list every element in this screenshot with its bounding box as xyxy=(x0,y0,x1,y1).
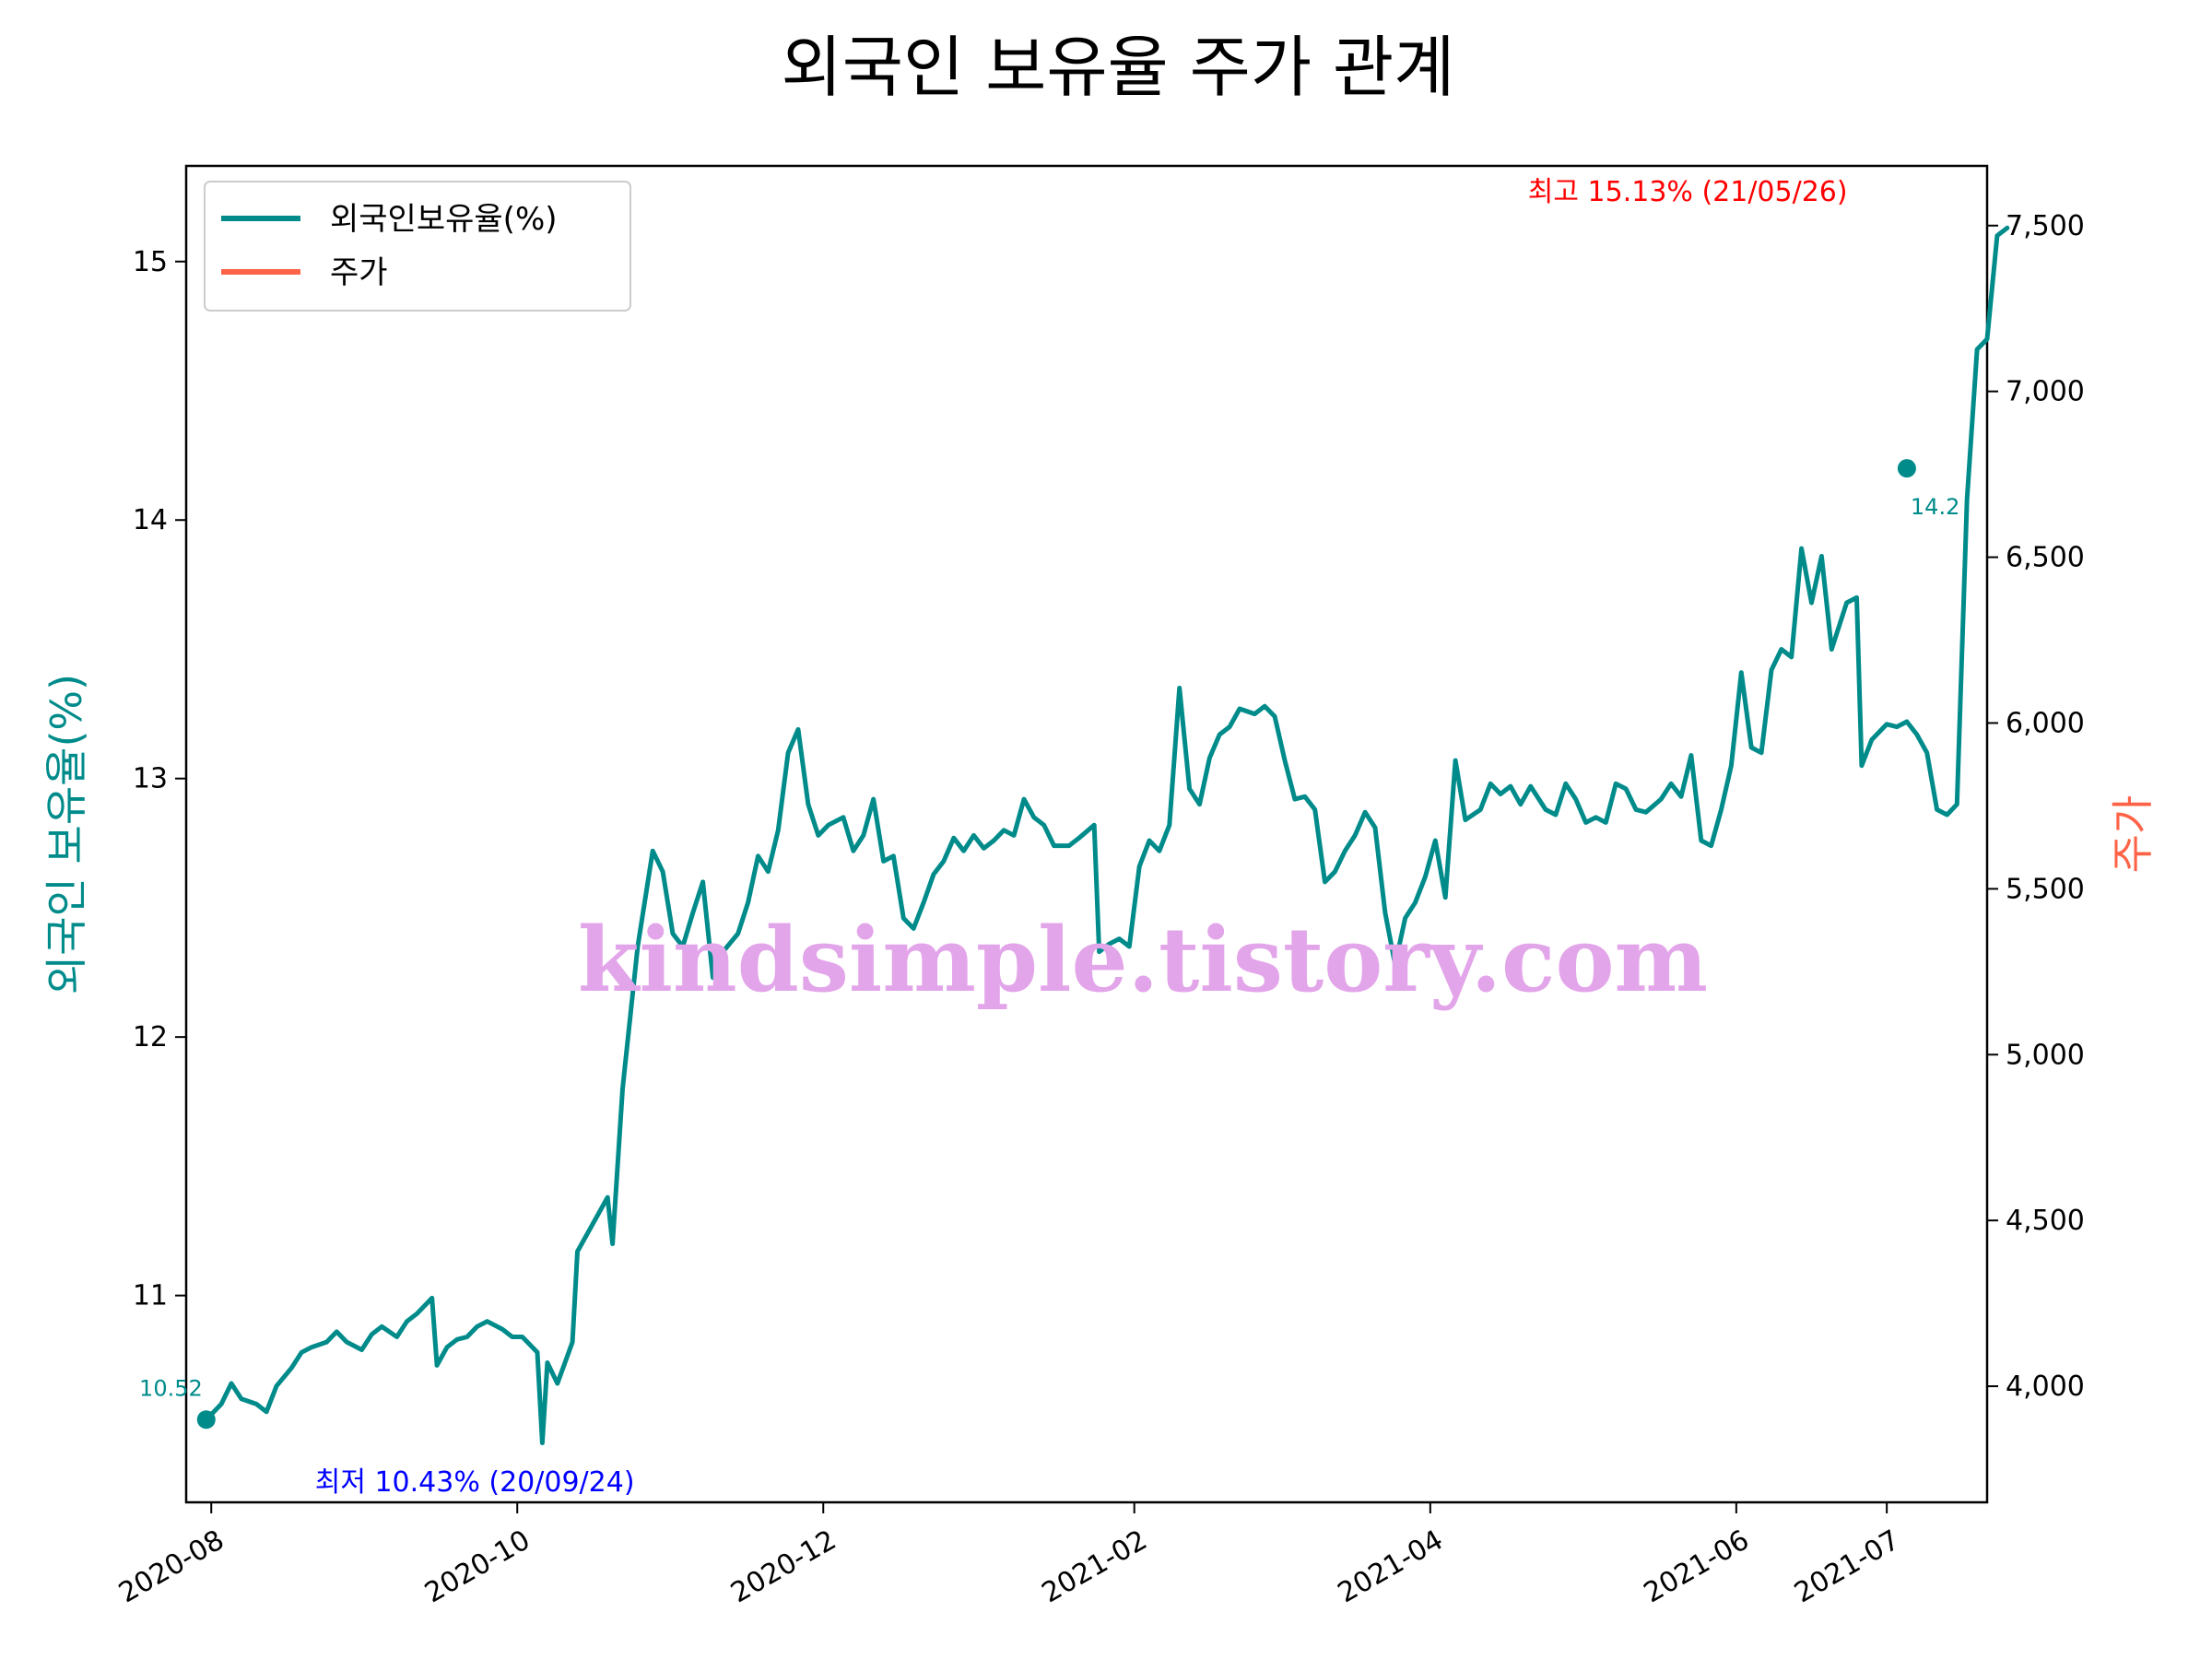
y-right-tick-label: 5,000 xyxy=(2006,1039,2085,1071)
x-tick-label: 2020-08 xyxy=(113,1524,229,1609)
end-marker xyxy=(1897,459,1916,478)
annotation-high: 최고 15.13% (21/05/26) xyxy=(1528,176,1848,208)
x-tick-label: 2020-12 xyxy=(725,1524,841,1609)
y-right-tick-label: 6,500 xyxy=(2006,542,2085,574)
annotation-start-value: 10.52 xyxy=(139,1375,203,1401)
y-right-tick-label: 5,500 xyxy=(2006,873,2085,905)
x-tick-label: 2021-04 xyxy=(1333,1524,1449,1609)
x-tick-label: 2021-07 xyxy=(1789,1524,1905,1609)
y-right-tick-label: 7,500 xyxy=(2006,210,2085,242)
x-tick-label: 2021-02 xyxy=(1037,1524,1153,1609)
legend: 외국인보유율(%) 주가 xyxy=(204,181,631,312)
annotation-layer: 최고 15.13% (21/05/26) 최저 10.43% (20/09/24… xyxy=(139,176,1959,1499)
x-tick-label: 2021-06 xyxy=(1639,1524,1755,1609)
legend-label-price: 주가 xyxy=(330,254,388,291)
y-left-tick-label: 14 xyxy=(133,504,168,536)
legend-box xyxy=(204,181,631,312)
y-right-tick-label: 7,000 xyxy=(2006,376,2085,408)
y-left-tick-label: 15 xyxy=(133,246,168,278)
y-right-axis: 4,000 4,500 5,000 5,500 6,000 6,500 7,000 7,500 xyxy=(1987,210,2085,1403)
y-left-tick-label: 11 xyxy=(133,1280,168,1312)
y-right-tick-label: 4,500 xyxy=(2006,1205,2085,1237)
y-left-tick-label: 12 xyxy=(133,1021,168,1053)
watermark-text: kindsimple.tistory.com xyxy=(578,908,1708,1012)
legend-label-ownership: 외국인보유율(%) xyxy=(330,201,558,238)
annotation-end-value: 14.2 xyxy=(1911,494,1959,520)
y-left-tick-label: 13 xyxy=(133,763,168,795)
y-left-axis: 11 12 13 14 15 xyxy=(133,246,186,1312)
x-tick-label: 2020-10 xyxy=(419,1524,535,1609)
start-marker xyxy=(196,1410,216,1430)
y-left-axis-label: 외국인 보유율(%) xyxy=(41,674,91,994)
series-layer xyxy=(196,225,2010,1445)
x-axis: 2020-08 2020-10 2020-12 2021-02 2021-04 2021-… xyxy=(113,1502,1905,1609)
annotation-low: 최저 10.43% (20/09/24) xyxy=(315,1466,635,1499)
y-right-tick-label: 4,000 xyxy=(2006,1371,2085,1403)
chart-title: 외국인 보유율 주가 관계 xyxy=(781,29,1454,106)
series-line-ownership xyxy=(204,225,2010,1445)
y-right-tick-label: 6,000 xyxy=(2006,707,2085,739)
y-right-axis-label: 주가 xyxy=(2108,795,2158,874)
